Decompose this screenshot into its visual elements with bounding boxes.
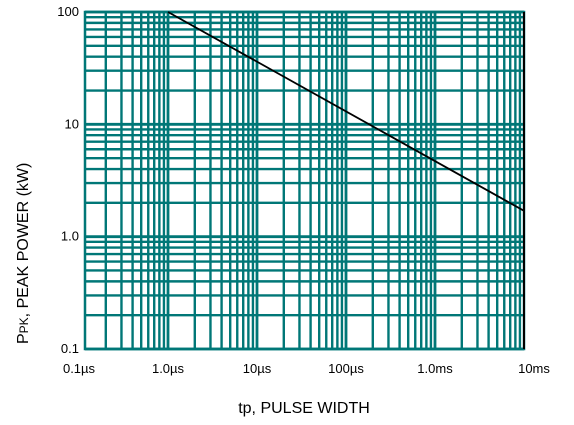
series-line [167,11,525,212]
x-tick-label: 10µs [243,361,272,376]
plot-frame [83,10,526,351]
plot-area [83,10,526,351]
x-tick-label: 1.0ms [417,361,453,376]
y-axis-label-symbol: P [15,333,32,344]
grid-lines [85,10,525,351]
tick-labels: 0.1µs 1.0µs 10µs 100µs 1.0ms 10ms 0.1 1.0 10 100 [57,4,550,376]
x-tick-label: 0.1µs [63,361,96,376]
series-group [167,11,525,212]
x-axis-label: tp, PULSE WIDTH [238,400,370,417]
y-axis-label-text: , PEAK POWER (kW) [15,162,32,318]
x-tick-label: 10ms [518,361,550,376]
y-axis-label-subscript: PK [17,317,31,334]
y-tick-label: 0.1 [61,341,79,356]
y-tick-label: 1.0 [61,229,79,244]
y-tick-label: 10 [65,116,79,131]
y-axis-label: PPK, PEAK POWER (kW) [14,94,34,354]
x-tick-label: 1.0µs [152,361,185,376]
y-tick-label: 100 [57,4,79,19]
x-tick-label: 100µs [328,361,364,376]
